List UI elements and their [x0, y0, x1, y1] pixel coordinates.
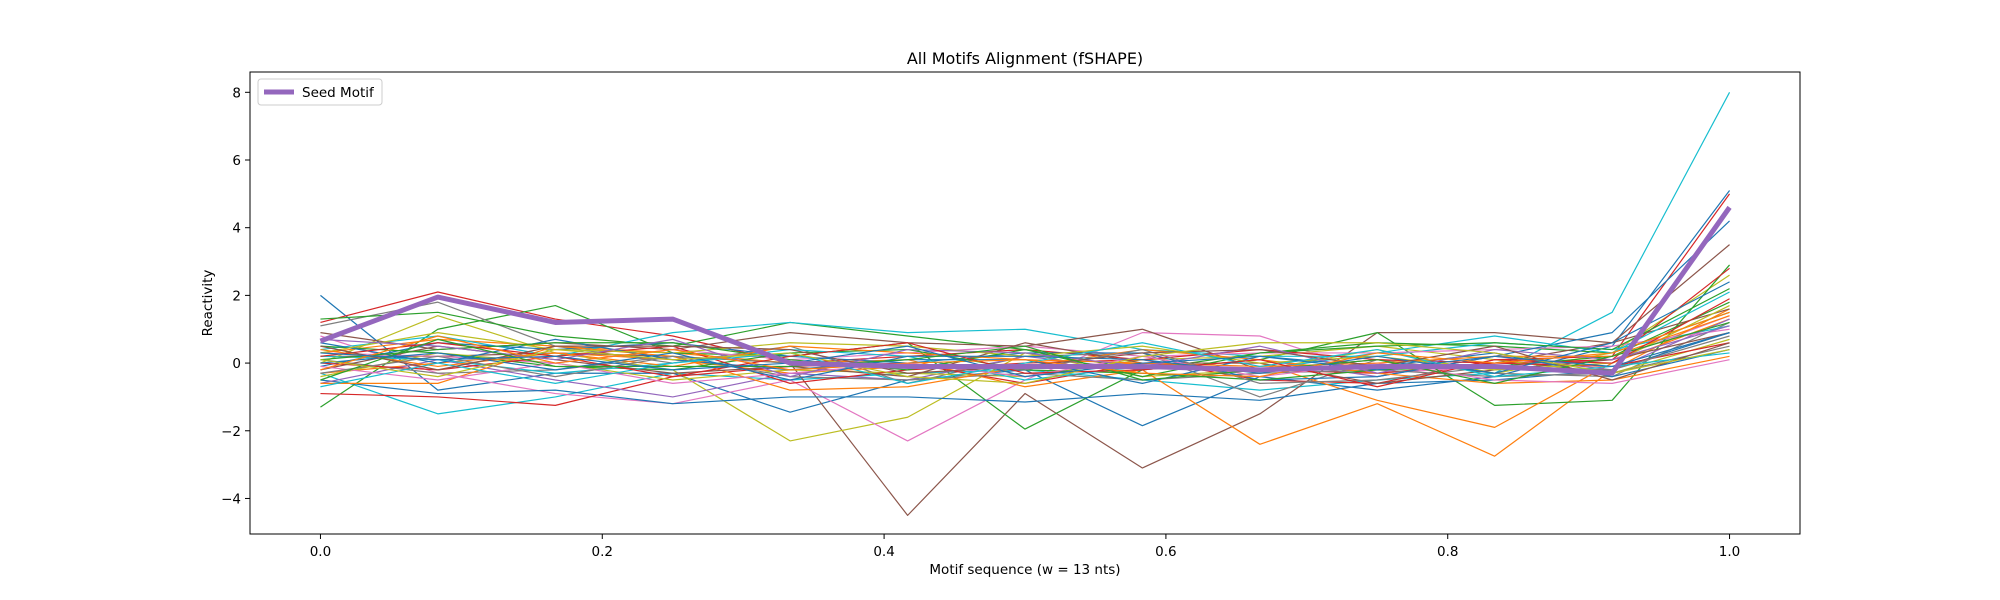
y-tick-label: 0 — [232, 356, 241, 372]
y-axis-ticks: −4 −2 0 2 4 6 8 — [221, 85, 250, 507]
series-line-29 — [320, 288, 1730, 378]
series-line-8 — [320, 264, 1731, 430]
y-axis-label: Reactivity — [200, 270, 216, 337]
series-line-40 — [320, 332, 1730, 378]
chart-title: All Motifs Alignment (fSHAPE) — [907, 49, 1143, 68]
series-line-24 — [320, 291, 1730, 381]
x-axis-label: Motif sequence (w = 13 nts) — [929, 562, 1120, 578]
series-line-35 — [320, 281, 1730, 381]
legend-label-seed-motif: Seed Motif — [302, 85, 375, 101]
x-axis-ticks: 0.0 0.2 0.4 0.6 0.8 1.0 — [310, 534, 1740, 560]
legend: Seed Motif — [257, 78, 383, 106]
x-tick-label: 0.2 — [592, 544, 613, 560]
series-line-39 — [320, 311, 1730, 378]
y-tick-label: −2 — [221, 424, 241, 440]
series-line-33 — [320, 342, 1730, 388]
x-tick-label: 0.4 — [873, 544, 894, 560]
legend-box — [257, 78, 383, 106]
y-tick-label: −4 — [221, 491, 241, 507]
y-tick-label: 2 — [232, 288, 241, 304]
x-tick-label: 1.0 — [1719, 544, 1740, 560]
series-line-38 — [320, 342, 1730, 384]
x-tick-label: 0.8 — [1437, 544, 1458, 560]
y-tick-label: 4 — [232, 221, 241, 237]
seed-motif-line — [319, 205, 1732, 376]
y-tick-label: 6 — [232, 153, 241, 169]
series-layer — [319, 92, 1732, 516]
series-line-37 — [320, 321, 1730, 384]
plot-frame — [249, 71, 1801, 535]
series-line-32 — [320, 325, 1730, 378]
x-tick-label: 0.6 — [1155, 544, 1176, 560]
x-tick-label: 0.0 — [310, 544, 331, 560]
y-tick-label: 8 — [232, 85, 241, 101]
